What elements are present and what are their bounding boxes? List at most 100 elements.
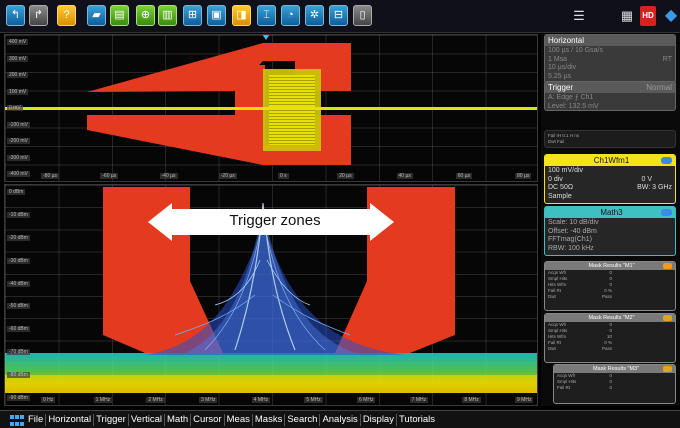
mask1-toggle-icon[interactable] [663, 263, 672, 269]
redo-icon[interactable]: ↱ [29, 5, 48, 26]
menu-bar: File Horizontal Trigger Vertical Math Cursor M… [0, 410, 680, 428]
mask3-title: Mask Results "M3" [554, 365, 675, 373]
histogram-icon[interactable]: ▥ [158, 5, 177, 26]
mask2-toggle-icon[interactable] [663, 315, 672, 321]
horizontal-mode: RT [662, 55, 672, 63]
y-axis-label: 0 dBm [7, 189, 26, 195]
trigger-position-marker[interactable] [262, 35, 270, 40]
ch1-acq-mode: Sample [548, 192, 572, 200]
zoom-icon[interactable]: ⊕ [136, 5, 155, 26]
print-icon[interactable]: ▤ [110, 5, 129, 26]
math3-rbw: RBW: 100 kHz [548, 244, 594, 252]
menu-item-horizontal[interactable]: Horizontal [46, 413, 95, 426]
math3-card[interactable]: Math3 Scale: 10 dB/div Offset: -40 dBm F… [544, 206, 676, 256]
y-axis-label: -100 mV [7, 121, 30, 128]
mask-result-row: Dwt Pass [545, 294, 675, 300]
horizontal-line1: 100 µs / 10 Gsa/s [548, 47, 604, 54]
trigger-level: Level: 132.5 mV [548, 102, 599, 110]
ch1-coupling: DC 50Ω [548, 184, 574, 191]
undo-icon[interactable]: ↰ [6, 5, 25, 26]
signal-burst-inner [269, 75, 315, 145]
mask-results-m1[interactable]: Mask Results "M1" Acqs Wfr 0 Smpl Hits 0 Hits… [544, 261, 676, 311]
trigger-extra-line2: Dwt Fail [548, 139, 565, 144]
measure-icon[interactable]: ⊞ [183, 5, 202, 26]
mask3-toggle-icon[interactable] [663, 366, 672, 372]
menu-item-search[interactable]: Search [285, 413, 321, 426]
x-axis-label: -80 µs [41, 173, 59, 179]
mask-result-value: 0 [609, 276, 612, 281]
gate-icon[interactable]: ◨ [232, 5, 251, 26]
x-axis-label: -60 µs [100, 173, 119, 179]
mask-result-value: 0 [609, 270, 612, 275]
y-axis-label: -400 mV [7, 171, 30, 177]
hd-icon[interactable]: HD [640, 6, 656, 26]
y-axis-label: 0 mV [7, 105, 23, 111]
mask-icon[interactable]: ▣ [207, 5, 226, 26]
menu-item-math[interactable]: Math [165, 413, 192, 426]
x-axis-label: 20 µs [337, 173, 354, 179]
mask-result-value: 0 [609, 328, 612, 333]
menu-item-file[interactable]: File [26, 413, 47, 426]
side-panel: Horizontal 100 µs / 10 Gsa/s 1 Msa RT 10 … [541, 34, 680, 406]
mask-result-label: Hits Wfm [548, 282, 567, 287]
menu-item-meas[interactable]: Meas [225, 413, 253, 426]
signal-bar-icon[interactable]: ☰ [573, 8, 585, 23]
math3-toggle-icon[interactable] [661, 209, 672, 216]
cursor-icon[interactable]: ⌶ [257, 5, 276, 26]
menu-item-analysis[interactable]: Analysis [320, 413, 361, 426]
mask2-title: Mask Results "M2" [545, 314, 675, 322]
time-domain-diagram[interactable]: 400 mV 300 mV 200 mV 100 mV 0 mV -100 mV -200 … [4, 34, 538, 182]
delete-icon[interactable]: ▯ [353, 5, 372, 26]
ch1-toggle-icon[interactable] [661, 157, 672, 164]
mask-result-row: Dwt Pass [545, 346, 675, 352]
x-axis-label: 0 s [278, 173, 289, 179]
save-icon[interactable]: ⊟ [329, 5, 348, 26]
mask1-title-text: Mask Results "M1" [588, 263, 635, 269]
math3-scale: Scale: 10 dB/div [548, 219, 599, 226]
menu-item-cursor[interactable]: Cursor [191, 413, 225, 426]
mask-result-label: Acqs Wfr [548, 270, 567, 275]
mask-result-value: 0 [609, 322, 612, 327]
x-axis-label: 80 µs [515, 173, 532, 179]
menu-item-tutorials[interactable]: Tutorials [398, 413, 436, 425]
menu-item-trigger[interactable]: Trigger [94, 413, 129, 426]
x-axis-label: 0 Hz [41, 397, 56, 403]
help-icon[interactable]: ? [57, 5, 76, 26]
horizontal-line2: 1 Msa [548, 55, 568, 63]
mask-result-label: Acqs Wfr [548, 322, 567, 327]
x-axis-label: 60 µs [455, 173, 473, 179]
erase-icon[interactable]: ▰ [87, 5, 106, 26]
main-menu-icon[interactable] [0, 412, 26, 428]
search-icon[interactable]: ◔ [281, 5, 300, 26]
spectrum-mask-shape[interactable] [5, 185, 538, 406]
menu-item-vertical[interactable]: Vertical [129, 413, 165, 426]
mask-results-m3[interactable]: Mask Results "M3" Acqs Wfr 0 Smpl Hits 0 Fail… [553, 364, 676, 404]
mask-result-value: 0 % [604, 288, 612, 293]
ch1-card[interactable]: Ch1Wfm1 100 mV/div 0 div 0 V DC 50Ω BW: 3 … [544, 154, 676, 204]
rohde-logo-icon[interactable]: ◆ [664, 7, 678, 24]
y-axis-label: -60 dBm [7, 326, 30, 333]
mask-results-m2[interactable]: Mask Results "M2" Acqs Wfr 0 Smpl Hits 0 Hits… [544, 313, 676, 363]
y-axis-label: -300 mV [7, 154, 30, 161]
mask-result-label: Hits Wfm [548, 334, 567, 339]
mask-result-label: Dwt [548, 346, 556, 351]
horizontal-card[interactable]: Horizontal 100 µs / 10 Gsa/s 1 Msa RT 10 … [544, 34, 676, 84]
trigger-card[interactable]: Trigger Normal A: Edge ⨍ Ch1 Level: 132.… [544, 81, 676, 111]
layout-icon[interactable]: ▦ [620, 8, 634, 23]
mask-result-row: Fail Rt 0 % [545, 288, 675, 294]
menu-item-display[interactable]: Display [361, 413, 397, 426]
mask-result-row: Smpl Hits 0 [545, 328, 675, 334]
menu-item-masks[interactable]: Masks [253, 413, 286, 426]
y-axis-label: 400 mV [7, 39, 29, 45]
mask-result-row: Acqs Wfr 0 [545, 270, 675, 276]
mask-result-value: Pass [601, 294, 612, 299]
x-axis-label: 4 MHz [251, 397, 271, 403]
time-mask-shape[interactable] [5, 35, 538, 182]
mask-result-value: 0 [609, 282, 612, 287]
trigger-extra-card: Fail IH 0.1 H ns Dwt Fail [544, 130, 676, 148]
mask-result-label: Fail Rt [548, 288, 562, 293]
mask-result-value: 0 [609, 385, 612, 390]
ch1-bandwidth: BW: 3 GHz [637, 184, 672, 191]
fft-icon[interactable]: ✲ [305, 5, 324, 26]
mask-result-label: Dwt [548, 294, 556, 299]
